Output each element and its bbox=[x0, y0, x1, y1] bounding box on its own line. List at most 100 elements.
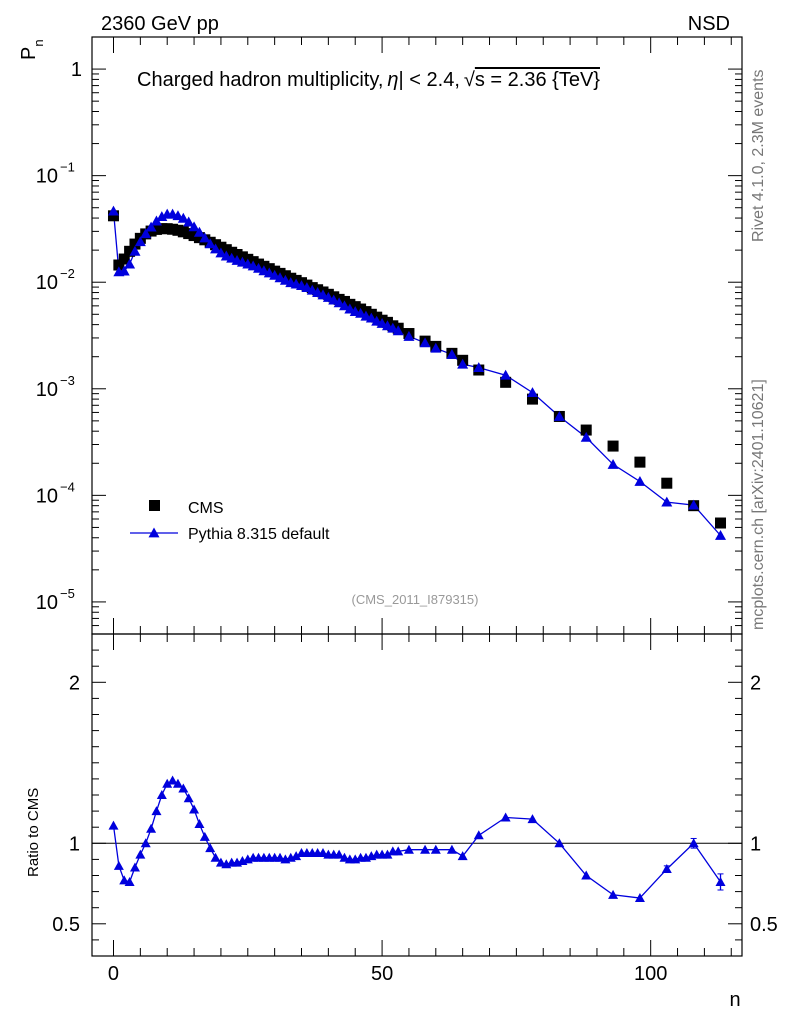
mc-data-point bbox=[392, 325, 404, 336]
cms-data-point bbox=[580, 424, 592, 436]
ratio-ytick-label-right: 1 bbox=[750, 833, 761, 855]
ratio-ytick-label-right: 0.5 bbox=[750, 914, 778, 936]
header-right-label: NSD bbox=[688, 13, 730, 35]
ratio-data-point bbox=[634, 893, 645, 903]
ratio-data-point bbox=[210, 852, 221, 862]
mc-data-point bbox=[134, 236, 146, 247]
cms-data-point bbox=[526, 393, 538, 405]
ratio-ytick-label-right: 2 bbox=[750, 672, 761, 694]
ratio-data-point bbox=[167, 775, 178, 785]
mc-data-point bbox=[457, 358, 469, 369]
main-ytick-label: 10 bbox=[36, 485, 58, 507]
cms-data-point bbox=[118, 253, 130, 265]
ratio-ylabel: Ratio to CMS bbox=[25, 788, 42, 877]
ratio-data-point bbox=[162, 778, 173, 788]
main-ytick-exponent: −5 bbox=[60, 586, 75, 601]
rivet-version-label: Rivet 4.1.0, 2.3M events bbox=[750, 69, 767, 242]
ratio-xtick-label: 50 bbox=[371, 963, 393, 985]
mc-data-point bbox=[204, 238, 216, 249]
main-ytick-exponent: −2 bbox=[60, 266, 75, 281]
ratio-data-point bbox=[156, 790, 167, 799]
ratio-data-point bbox=[473, 830, 484, 840]
mc-data-point bbox=[715, 530, 727, 540]
ratio-data-point bbox=[661, 864, 672, 874]
main-plot-frame bbox=[91, 36, 743, 635]
ratio-xtick-label: 0 bbox=[108, 963, 119, 985]
main-ytick-label: 10 bbox=[36, 592, 58, 614]
ratio-data-point bbox=[108, 820, 119, 830]
ratio-data-point bbox=[554, 838, 565, 848]
mc-data-point bbox=[355, 307, 367, 318]
mc-data-point bbox=[129, 245, 141, 256]
ratio-data-point bbox=[291, 851, 302, 861]
ratio-data-point bbox=[393, 846, 404, 856]
mc-data-point bbox=[145, 221, 157, 232]
ratio-xlabel: n bbox=[729, 989, 740, 1011]
ratio-data-point bbox=[420, 844, 431, 854]
mc-data-point bbox=[473, 362, 485, 373]
main-ytick-label: 10 bbox=[36, 272, 58, 294]
ratio-data-point bbox=[457, 851, 468, 861]
mc-data-point bbox=[177, 212, 189, 223]
mc-data-point bbox=[118, 265, 130, 276]
main-ylabel: Pn bbox=[18, 39, 46, 60]
cms-data-point bbox=[124, 245, 136, 257]
mc-data-point bbox=[107, 205, 119, 216]
main-ytick-label: 10 bbox=[36, 166, 58, 188]
cms-data-point bbox=[715, 517, 727, 529]
ratio-data-point bbox=[275, 852, 286, 862]
mc-data-point bbox=[553, 410, 565, 421]
mc-data-point bbox=[634, 475, 646, 486]
mc-data-point bbox=[403, 330, 415, 341]
mc-data-point bbox=[183, 216, 195, 227]
ratio-data-point bbox=[135, 849, 146, 859]
ratio-data-point bbox=[140, 838, 151, 848]
legend-mc-marker bbox=[148, 527, 160, 538]
ratio-data-point bbox=[151, 806, 162, 816]
mc-data-point bbox=[526, 387, 538, 398]
analysis-id-label: (CMS_2011_I879315) bbox=[352, 592, 479, 607]
ratio-data-point bbox=[172, 778, 183, 788]
legend-cms-marker bbox=[149, 500, 160, 511]
mc-data-point bbox=[140, 228, 152, 239]
ratio-data-point bbox=[403, 844, 414, 854]
ratio-data-point bbox=[194, 818, 205, 828]
ratio-data-point bbox=[178, 783, 189, 793]
main-ytick-exponent: −1 bbox=[60, 160, 75, 175]
ratio-ytick-label-left: 2 bbox=[69, 672, 80, 694]
ratio-data-point bbox=[608, 889, 619, 899]
chart-title: Charged hadron multiplicity, η| < 2.4, √s … bbox=[137, 69, 600, 91]
mc-data-point bbox=[150, 215, 162, 226]
ratio-data-point bbox=[215, 857, 226, 867]
mc-data-point bbox=[500, 369, 512, 380]
ratio-data-point bbox=[119, 875, 130, 885]
ratio-data-point bbox=[446, 844, 457, 854]
mc-data-point bbox=[661, 496, 673, 507]
mc-series-line bbox=[112, 211, 721, 536]
legend-mc-label: Pythia 8.315 default bbox=[188, 526, 330, 543]
mc-data-point bbox=[580, 431, 592, 442]
mc-data-point bbox=[338, 300, 350, 311]
ratio-data-point bbox=[205, 843, 216, 853]
mc-data-point bbox=[188, 221, 200, 232]
ratio-data-point bbox=[688, 838, 699, 848]
ratio-data-point bbox=[183, 793, 194, 803]
ratio-data-point bbox=[715, 876, 726, 886]
main-ytick-label: 1 bbox=[71, 59, 82, 81]
mc-data-point bbox=[419, 337, 431, 348]
mc-data-point bbox=[215, 247, 227, 258]
ratio-data-point bbox=[113, 860, 124, 870]
mc-data-point bbox=[607, 458, 619, 469]
ratio-ytick-label-left: 1 bbox=[69, 833, 80, 855]
mc-data-point bbox=[430, 342, 442, 353]
mc-data-point bbox=[328, 294, 340, 305]
main-ytick-exponent: −4 bbox=[60, 479, 75, 494]
mc-data-point bbox=[688, 499, 700, 510]
ratio-data-point bbox=[334, 849, 345, 859]
mc-data-point bbox=[193, 226, 205, 237]
mc-data-point bbox=[333, 297, 345, 308]
cms-data-point bbox=[500, 376, 512, 388]
cms-data-point bbox=[129, 238, 141, 250]
cms-data-point bbox=[113, 259, 125, 271]
